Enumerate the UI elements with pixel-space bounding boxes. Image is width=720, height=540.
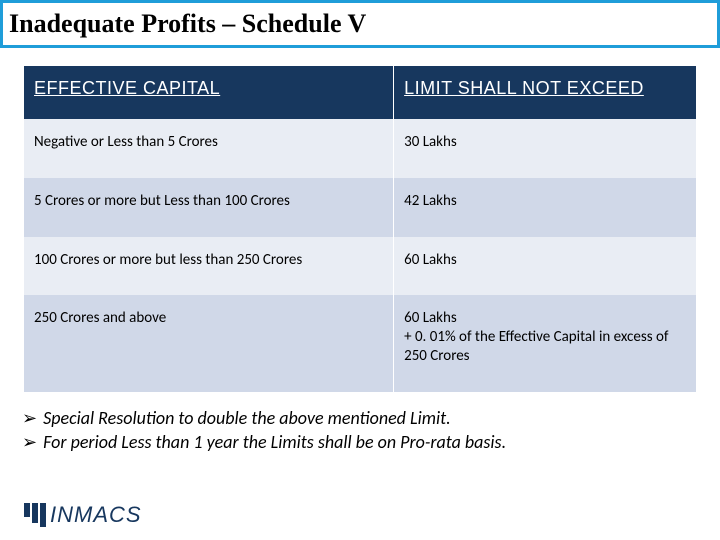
cell-capital: 250 Crores and above [24, 295, 394, 391]
page-title: Inadequate Profits – Schedule V [9, 9, 366, 39]
table-row: 250 Crores and above 60 Lakhs+ 0. 01% of… [24, 295, 696, 391]
note-text: Special Resolution to double the above m… [43, 406, 451, 430]
bullet-icon: ➢ [22, 430, 37, 454]
note-item: ➢ For period Less than 1 year the Limits… [22, 430, 698, 454]
table-row: Negative or Less than 5 Crores 30 Lakhs [24, 119, 696, 178]
col-header-effective-capital: EFFECTIVE CAPITAL [24, 66, 394, 119]
logo-bars-icon [24, 503, 46, 527]
limits-table: EFFECTIVE CAPITAL LIMIT SHALL NOT EXCEED… [24, 66, 696, 392]
note-text: For period Less than 1 year the Limits s… [43, 430, 506, 454]
table-header-row: EFFECTIVE CAPITAL LIMIT SHALL NOT EXCEED [24, 66, 696, 119]
bullet-icon: ➢ [22, 406, 37, 430]
title-bar: Inadequate Profits – Schedule V [0, 0, 720, 48]
cell-limit: 60 Lakhs [394, 237, 696, 296]
note-item: ➢ Special Resolution to double the above… [22, 406, 698, 430]
cell-limit: 30 Lakhs [394, 119, 696, 178]
table-container: EFFECTIVE CAPITAL LIMIT SHALL NOT EXCEED… [0, 48, 720, 400]
cell-capital: Negative or Less than 5 Crores [24, 119, 394, 178]
notes-block: ➢ Special Resolution to double the above… [0, 400, 720, 455]
table-row: 5 Crores or more but Less than 100 Crore… [24, 178, 696, 237]
cell-capital: 100 Crores or more but less than 250 Cro… [24, 237, 394, 296]
cell-capital: 5 Crores or more but Less than 100 Crore… [24, 178, 394, 237]
cell-limit: 42 Lakhs [394, 178, 696, 237]
cell-limit: 60 Lakhs+ 0. 01% of the Effective Capita… [394, 295, 696, 391]
col-header-limit: LIMIT SHALL NOT EXCEED [394, 66, 696, 119]
logo-text: INMACS [50, 502, 142, 528]
table-row: 100 Crores or more but less than 250 Cro… [24, 237, 696, 296]
brand-logo: INMACS [24, 502, 142, 528]
